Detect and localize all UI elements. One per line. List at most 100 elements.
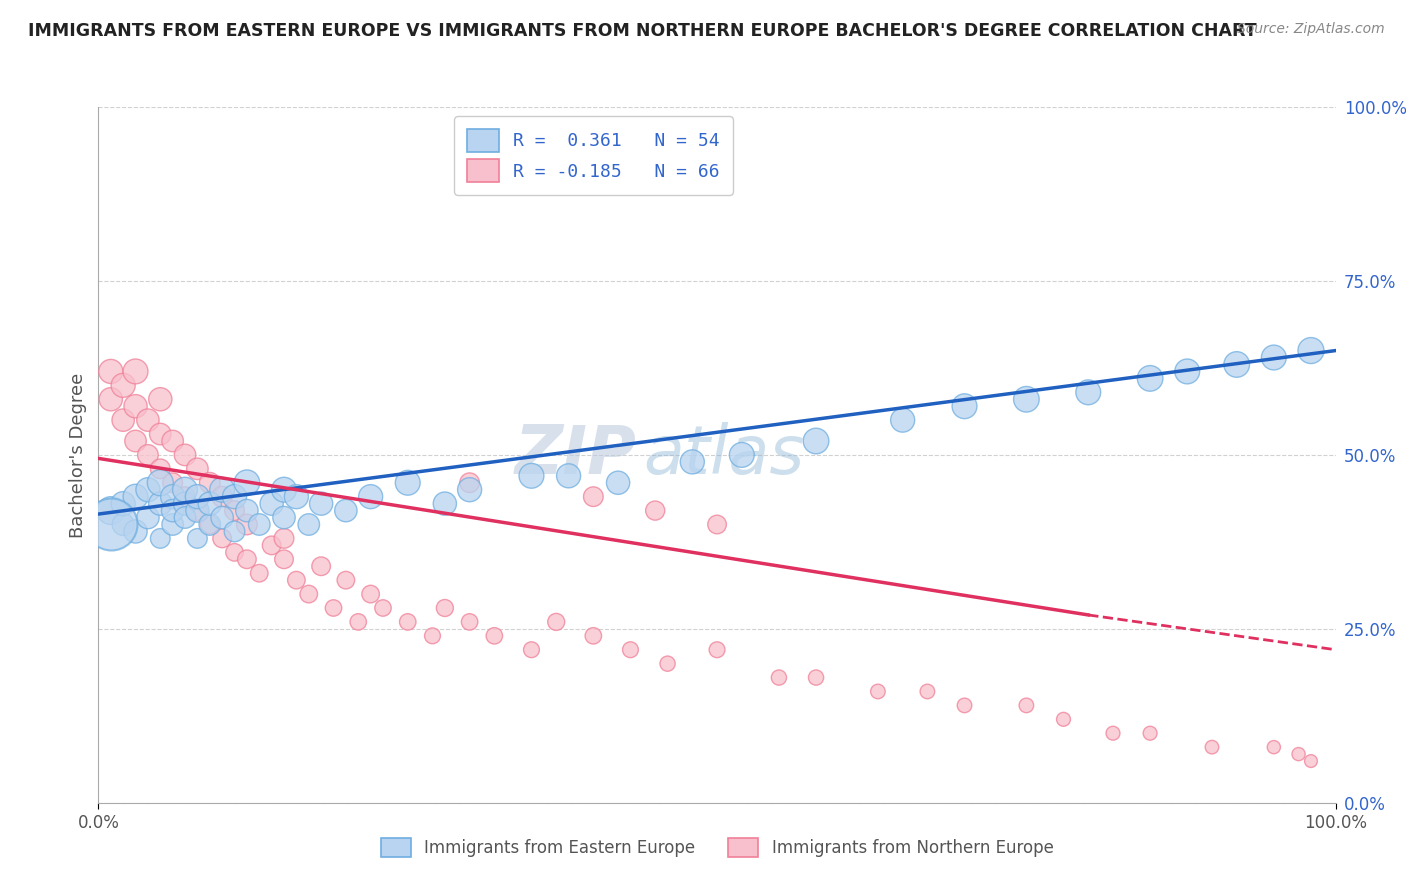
- Point: [162, 434, 184, 448]
- Point: [768, 671, 790, 685]
- Point: [174, 510, 197, 524]
- Point: [162, 517, 184, 532]
- Point: [136, 448, 159, 462]
- Point: [100, 503, 122, 517]
- Point: [198, 497, 221, 511]
- Point: [1226, 358, 1249, 372]
- Legend: Immigrants from Eastern Europe, Immigrants from Northern Europe: Immigrants from Eastern Europe, Immigran…: [374, 831, 1060, 864]
- Point: [1077, 385, 1099, 400]
- Point: [211, 532, 233, 546]
- Point: [1299, 754, 1322, 768]
- Point: [136, 510, 159, 524]
- Point: [731, 448, 754, 462]
- Point: [433, 497, 456, 511]
- Point: [1299, 343, 1322, 358]
- Point: [198, 517, 221, 532]
- Point: [1139, 371, 1161, 385]
- Point: [186, 532, 208, 546]
- Point: [273, 510, 295, 524]
- Point: [211, 483, 233, 497]
- Point: [582, 629, 605, 643]
- Point: [891, 413, 914, 427]
- Point: [124, 490, 146, 504]
- Point: [953, 399, 976, 413]
- Point: [1102, 726, 1125, 740]
- Point: [520, 468, 543, 483]
- Point: [174, 490, 197, 504]
- Point: [198, 517, 221, 532]
- Point: [681, 455, 703, 469]
- Point: [422, 629, 444, 643]
- Point: [917, 684, 939, 698]
- Point: [124, 434, 146, 448]
- Point: [186, 503, 208, 517]
- Point: [1288, 747, 1310, 761]
- Point: [582, 490, 605, 504]
- Point: [149, 532, 172, 546]
- Point: [247, 566, 270, 581]
- Point: [136, 413, 159, 427]
- Point: [1139, 726, 1161, 740]
- Point: [1015, 392, 1038, 407]
- Point: [260, 497, 283, 511]
- Point: [236, 552, 259, 566]
- Point: [309, 497, 332, 511]
- Point: [186, 503, 208, 517]
- Point: [224, 524, 246, 539]
- Point: [1201, 740, 1223, 755]
- Point: [1052, 712, 1074, 726]
- Point: [149, 462, 172, 476]
- Point: [557, 468, 579, 483]
- Point: [211, 490, 233, 504]
- Point: [211, 510, 233, 524]
- Point: [247, 517, 270, 532]
- Point: [1263, 740, 1285, 755]
- Point: [273, 483, 295, 497]
- Point: [335, 573, 357, 587]
- Point: [260, 538, 283, 552]
- Point: [186, 462, 208, 476]
- Point: [953, 698, 976, 713]
- Point: [174, 448, 197, 462]
- Point: [458, 615, 481, 629]
- Point: [100, 392, 122, 407]
- Point: [174, 497, 197, 511]
- Point: [112, 517, 135, 532]
- Point: [335, 503, 357, 517]
- Point: [124, 364, 146, 378]
- Point: [396, 475, 419, 490]
- Point: [236, 503, 259, 517]
- Text: IMMIGRANTS FROM EASTERN EUROPE VS IMMIGRANTS FROM NORTHERN EUROPE BACHELOR'S DEG: IMMIGRANTS FROM EASTERN EUROPE VS IMMIGR…: [28, 22, 1257, 40]
- Point: [236, 475, 259, 490]
- Point: [273, 532, 295, 546]
- Point: [546, 615, 568, 629]
- Point: [298, 587, 321, 601]
- Text: ZIP: ZIP: [515, 422, 637, 488]
- Point: [396, 615, 419, 629]
- Point: [273, 552, 295, 566]
- Point: [484, 629, 506, 643]
- Point: [112, 378, 135, 392]
- Point: [149, 427, 172, 442]
- Point: [149, 475, 172, 490]
- Point: [607, 475, 630, 490]
- Point: [433, 601, 456, 615]
- Point: [162, 475, 184, 490]
- Point: [347, 615, 370, 629]
- Point: [162, 490, 184, 504]
- Y-axis label: Bachelor's Degree: Bachelor's Degree: [69, 372, 87, 538]
- Point: [458, 475, 481, 490]
- Point: [1263, 351, 1285, 365]
- Point: [1015, 698, 1038, 713]
- Point: [124, 399, 146, 413]
- Point: [309, 559, 332, 574]
- Point: [866, 684, 889, 698]
- Point: [174, 483, 197, 497]
- Text: Source: ZipAtlas.com: Source: ZipAtlas.com: [1237, 22, 1385, 37]
- Point: [322, 601, 344, 615]
- Point: [360, 490, 382, 504]
- Point: [100, 364, 122, 378]
- Point: [186, 490, 208, 504]
- Point: [804, 671, 827, 685]
- Point: [285, 573, 308, 587]
